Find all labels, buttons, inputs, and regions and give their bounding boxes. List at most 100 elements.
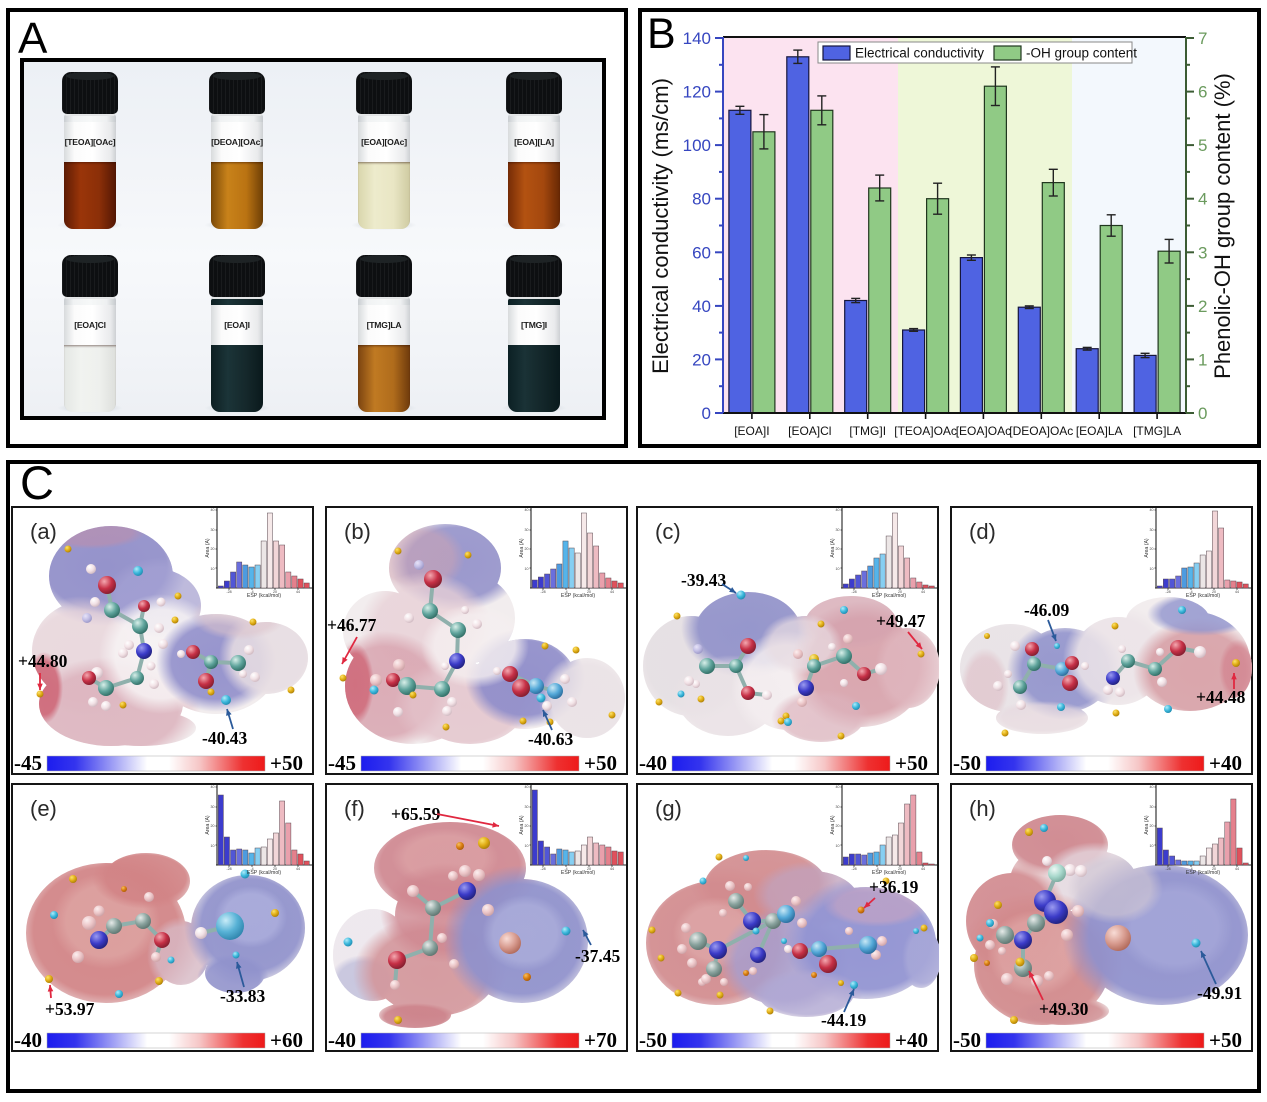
svg-text:20: 20 xyxy=(898,867,902,871)
svg-text:10: 10 xyxy=(211,567,215,571)
svg-text:20: 20 xyxy=(1212,867,1216,871)
svg-text:30: 30 xyxy=(211,528,215,532)
svg-text:40: 40 xyxy=(211,785,215,789)
svg-text:40: 40 xyxy=(525,785,529,789)
svg-text:30: 30 xyxy=(1150,528,1154,532)
svg-text:(c): (c) xyxy=(655,519,681,544)
svg-text:ESP (kcal/mol): ESP (kcal/mol) xyxy=(872,870,906,876)
svg-text:(d): (d) xyxy=(969,519,996,544)
svg-text:Area (A): Area (A) xyxy=(1144,815,1150,835)
svg-text:80: 80 xyxy=(692,190,711,209)
svg-text:20: 20 xyxy=(836,824,840,828)
svg-text:-39.43: -39.43 xyxy=(681,570,726,590)
svg-text:-28: -28 xyxy=(851,590,856,594)
svg-text:-28: -28 xyxy=(851,867,856,871)
svg-text:2: 2 xyxy=(1198,297,1207,316)
svg-text:10: 10 xyxy=(525,844,529,848)
svg-text:Area (A): Area (A) xyxy=(519,538,525,558)
svg-text:1: 1 xyxy=(1198,350,1207,369)
svg-text:44: 44 xyxy=(296,867,300,871)
svg-text:3: 3 xyxy=(1198,243,1207,262)
svg-text:40: 40 xyxy=(836,508,840,512)
svg-text:20: 20 xyxy=(587,867,591,871)
svg-text:20: 20 xyxy=(898,590,902,594)
svg-text:ESP (kcal/mol): ESP (kcal/mol) xyxy=(561,870,595,876)
svg-text:44: 44 xyxy=(610,867,614,871)
svg-text:20: 20 xyxy=(211,824,215,828)
svg-text:44: 44 xyxy=(610,590,614,594)
svg-text:10: 10 xyxy=(525,567,529,571)
svg-text:-4: -4 xyxy=(564,867,567,871)
svg-text:20: 20 xyxy=(1150,547,1154,551)
svg-text:Area (A): Area (A) xyxy=(205,538,211,558)
svg-text:(b): (b) xyxy=(344,519,371,544)
svg-text:-50: -50 xyxy=(953,1028,981,1052)
svg-text:(f): (f) xyxy=(344,796,365,821)
svg-text:6: 6 xyxy=(1198,83,1207,102)
svg-text:ESP (kcal/mol): ESP (kcal/mol) xyxy=(247,870,281,876)
svg-text:0: 0 xyxy=(702,404,711,423)
svg-text:[DEOA]OAc: [DEOA]OAc xyxy=(1009,424,1073,438)
svg-text:+46.77: +46.77 xyxy=(327,615,377,635)
svg-text:-28: -28 xyxy=(1165,867,1170,871)
svg-text:-33.83: -33.83 xyxy=(220,986,265,1006)
svg-text:+65.59: +65.59 xyxy=(391,804,441,824)
svg-text:+53.97: +53.97 xyxy=(45,999,95,1019)
svg-text:4: 4 xyxy=(1198,190,1207,209)
svg-text:+49.47: +49.47 xyxy=(876,611,926,631)
svg-text:+40: +40 xyxy=(895,1028,928,1052)
svg-text:20: 20 xyxy=(273,590,277,594)
svg-text:30: 30 xyxy=(525,805,529,809)
svg-text:Area (A): Area (A) xyxy=(1144,538,1150,558)
svg-text:+50: +50 xyxy=(270,751,303,775)
svg-text:-4: -4 xyxy=(1189,867,1192,871)
svg-text:[TEOA]OAc: [TEOA]OAc xyxy=(894,424,957,438)
svg-text:+60: +60 xyxy=(270,1028,303,1052)
svg-text:44: 44 xyxy=(1235,590,1239,594)
svg-text:-4: -4 xyxy=(564,590,567,594)
svg-text:40: 40 xyxy=(836,785,840,789)
svg-text:10: 10 xyxy=(1150,567,1154,571)
svg-text:30: 30 xyxy=(211,805,215,809)
svg-text:ESP (kcal/mol): ESP (kcal/mol) xyxy=(1186,593,1220,599)
svg-text:40: 40 xyxy=(211,508,215,512)
svg-text:[EOA]I: [EOA]I xyxy=(734,424,769,438)
svg-text:[TMG]LA: [TMG]LA xyxy=(1133,424,1181,438)
svg-text:ESP (kcal/mol): ESP (kcal/mol) xyxy=(872,593,906,599)
svg-text:30: 30 xyxy=(525,528,529,532)
svg-text:20: 20 xyxy=(587,590,591,594)
svg-text:-40.63: -40.63 xyxy=(528,729,573,749)
svg-text:-44.19: -44.19 xyxy=(821,1010,866,1030)
svg-text:Electrical conductivity: Electrical conductivity xyxy=(855,46,984,61)
svg-text:-46.09: -46.09 xyxy=(1024,600,1069,620)
svg-text:120: 120 xyxy=(683,83,711,102)
svg-text:Area (A): Area (A) xyxy=(519,815,525,835)
svg-text:-50: -50 xyxy=(639,1028,667,1052)
svg-text:(g): (g) xyxy=(655,796,682,821)
svg-text:(a): (a) xyxy=(30,519,57,544)
svg-text:-40: -40 xyxy=(14,1028,42,1052)
svg-text:140: 140 xyxy=(683,29,711,48)
svg-text:+40: +40 xyxy=(1209,751,1242,775)
svg-text:-49.91: -49.91 xyxy=(1197,983,1242,1003)
svg-text:(e): (e) xyxy=(30,796,57,821)
svg-text:-28: -28 xyxy=(226,867,231,871)
svg-text:+36.19: +36.19 xyxy=(869,877,919,897)
svg-text:-40: -40 xyxy=(328,1028,356,1052)
svg-text:30: 30 xyxy=(1150,805,1154,809)
svg-text:20: 20 xyxy=(836,547,840,551)
svg-text:ESP (kcal/mol): ESP (kcal/mol) xyxy=(247,593,281,599)
svg-text:-37.45: -37.45 xyxy=(575,946,620,966)
svg-text:-4: -4 xyxy=(250,867,253,871)
svg-text:-28: -28 xyxy=(540,867,545,871)
svg-text:0: 0 xyxy=(1198,404,1207,423)
svg-text:-45: -45 xyxy=(14,751,42,775)
svg-text:-28: -28 xyxy=(1165,590,1170,594)
svg-text:44: 44 xyxy=(921,867,925,871)
svg-text:7: 7 xyxy=(1198,29,1207,48)
svg-text:ESP (kcal/mol): ESP (kcal/mol) xyxy=(1186,870,1220,876)
svg-text:40: 40 xyxy=(692,297,711,316)
svg-text:-45: -45 xyxy=(328,751,356,775)
svg-text:[EOA]OAc: [EOA]OAc xyxy=(956,424,1011,438)
svg-text:20: 20 xyxy=(525,547,529,551)
